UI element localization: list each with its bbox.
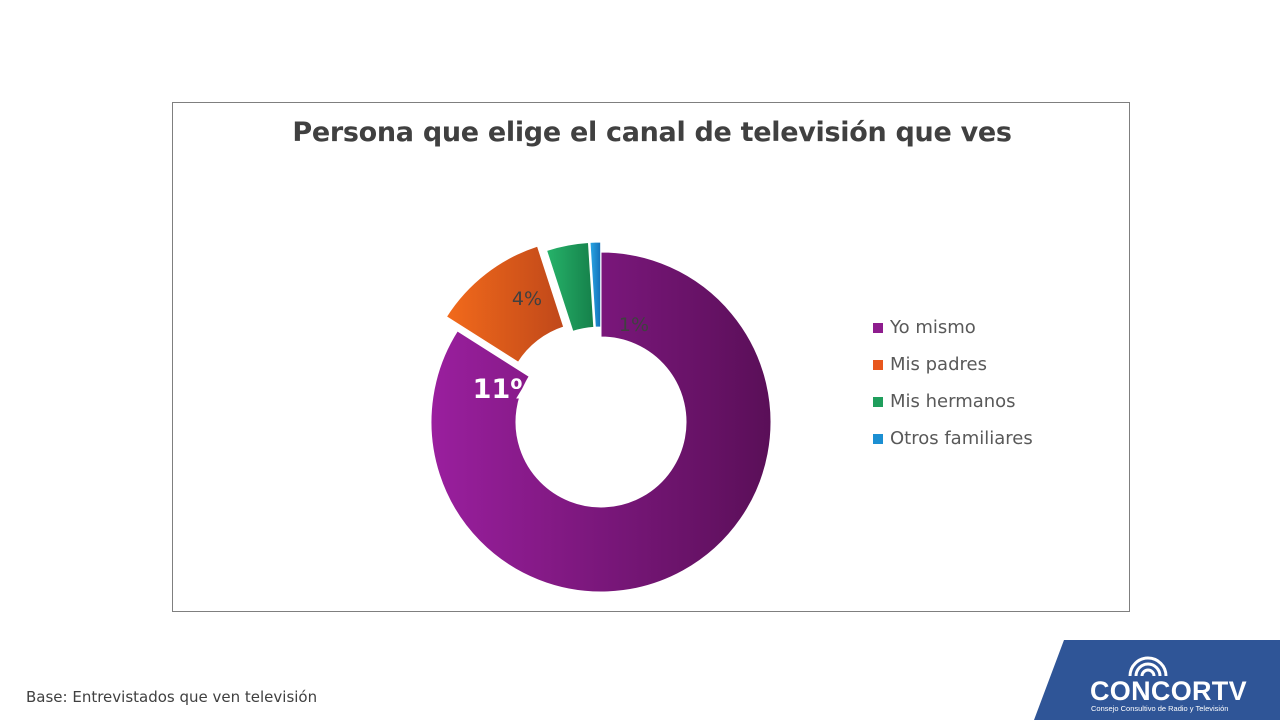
broadcast-waves-icon [1128,656,1168,677]
legend-label: Mis hermanos [890,391,1016,412]
slice-label-mis-padres: 11% [473,374,538,405]
legend-item-mis-padres: Mis padres [873,346,1033,383]
legend-swatch [873,359,883,370]
legend-swatch [873,433,883,444]
legend-item-yo-mismo: Yo mismo [873,309,1033,346]
legend-item-otros-familiares: Otros familiares [873,420,1033,457]
slice-mis-padres [445,245,565,363]
legend-label: Otros familiares [890,428,1033,449]
chart-legend: Yo mismo Mis padres Mis hermanos Otros f… [873,309,1033,457]
legend-label: Mis padres [890,354,987,375]
slice-otros-familiares [589,241,602,328]
slice-label-otros-familiares: 1% [619,314,649,336]
concortv-logo: CONCORTV Consejo Consultivo de Radio y T… [1034,640,1280,720]
logo-name: CONCORTV [1090,676,1247,706]
chart-frame: Persona que elige el canal de televisión… [172,102,1130,613]
donut-chart: 84% 11% 4% 1% [430,241,772,613]
base-note: Base: Entrevistados que ven televisión [26,688,318,706]
legend-swatch [873,396,883,407]
legend-item-mis-hermanos: Mis hermanos [873,383,1033,420]
slice-label-mis-hermanos: 4% [512,288,542,310]
slice-mis-hermanos [545,241,595,332]
slice-label-yo-mismo: 84% [625,610,697,613]
legend-swatch [873,322,883,333]
chart-title: Persona que elige el canal de televisión… [292,117,1012,148]
legend-label: Yo mismo [890,317,976,338]
slice-yo-mismo [430,251,772,593]
logo-subtitle: Consejo Consultivo de Radio y Televisión [1091,704,1229,713]
logo-background [1034,640,1280,720]
